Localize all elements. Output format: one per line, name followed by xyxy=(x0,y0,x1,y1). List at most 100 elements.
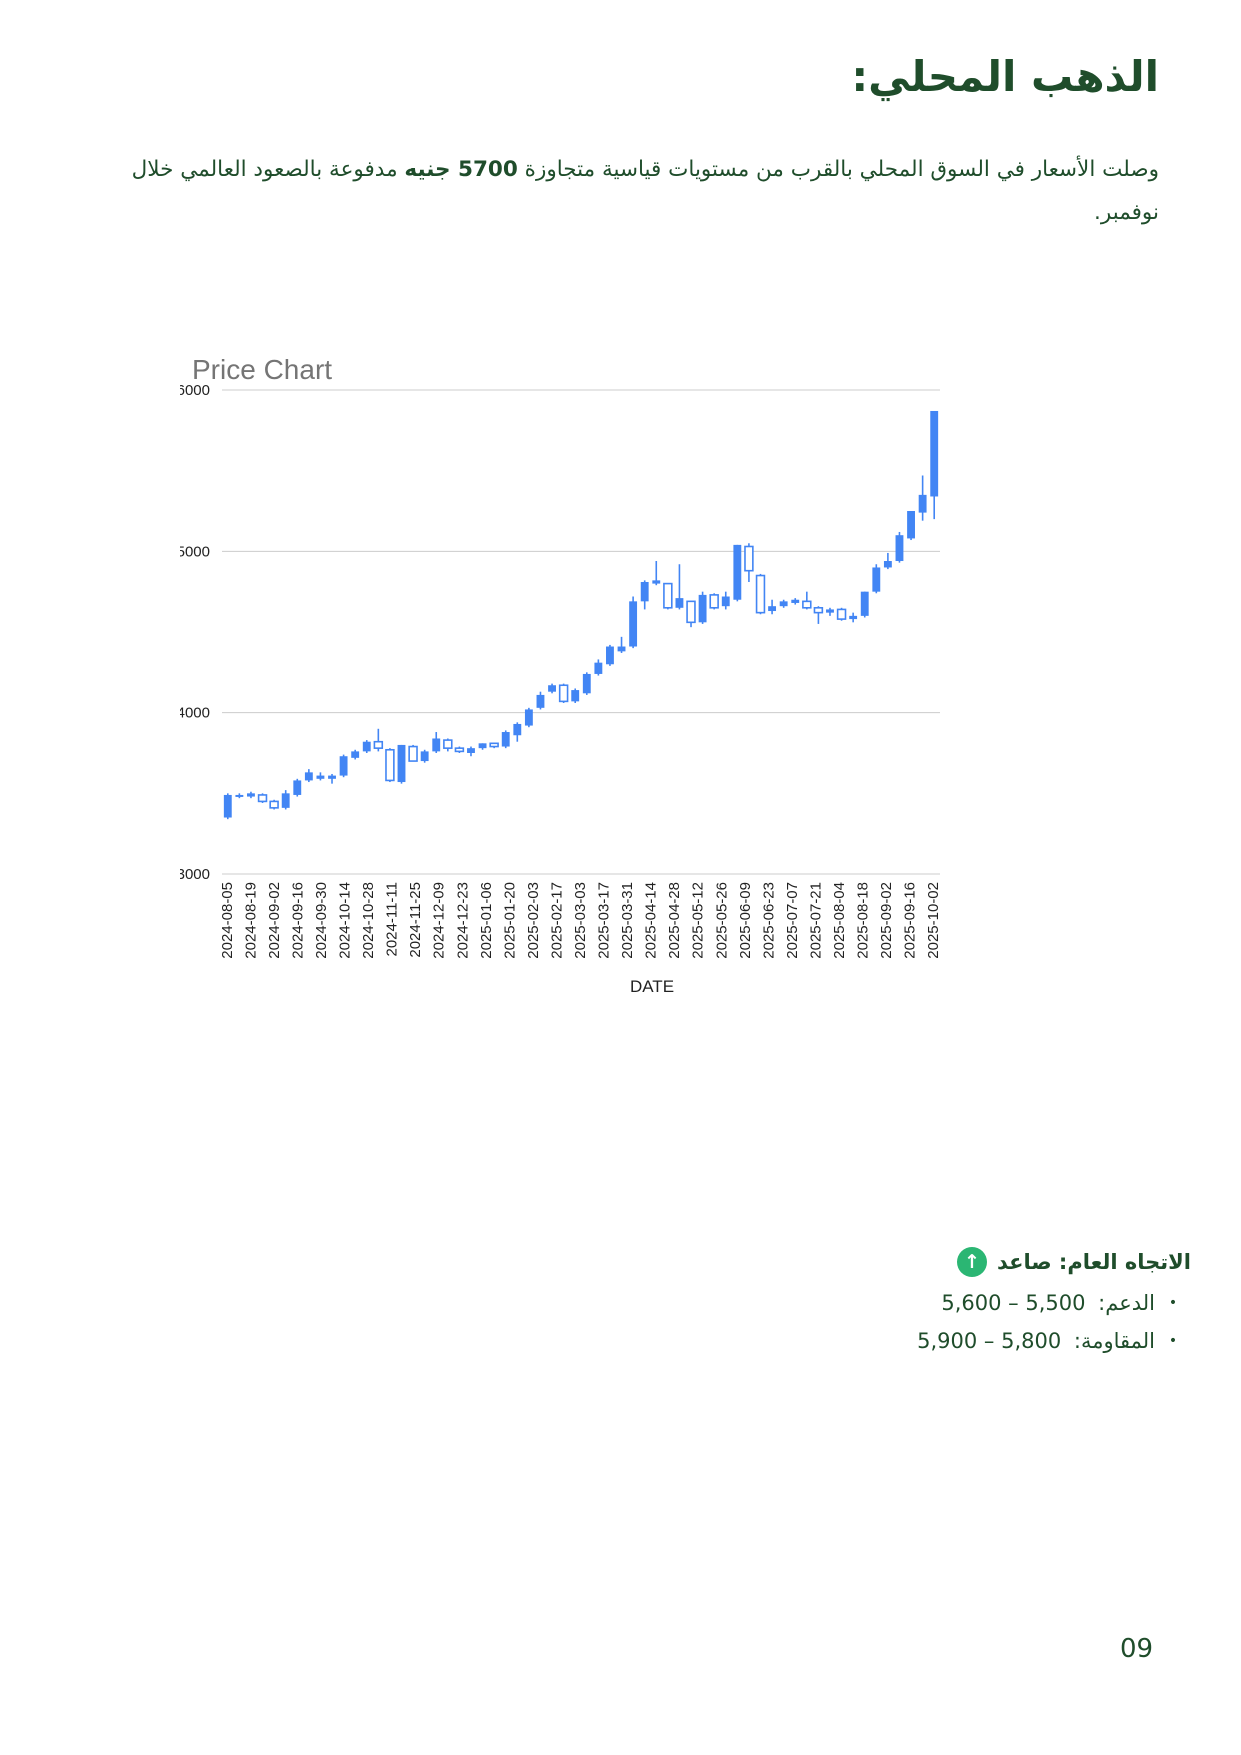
candle-body-up xyxy=(872,567,881,592)
candle-body-up xyxy=(339,756,348,776)
candle xyxy=(223,793,232,820)
candle-body-up xyxy=(640,581,649,602)
candle xyxy=(316,772,325,781)
page-number: 09 xyxy=(1120,1634,1154,1664)
y-tick-label: 6000 xyxy=(180,382,210,399)
candle xyxy=(640,580,649,610)
candle-body-down xyxy=(558,684,569,703)
intro-text-start: وصلت الأسعار في السوق المحلي بالقرب من م… xyxy=(517,157,1159,182)
candle-body-up xyxy=(281,793,290,808)
candle xyxy=(362,740,371,753)
candle-body-up xyxy=(235,794,244,797)
candle-body-up xyxy=(501,732,510,747)
candle-body-up xyxy=(247,793,255,797)
candle-body-up xyxy=(629,601,638,647)
candle xyxy=(432,732,441,753)
candle-body-up xyxy=(930,410,939,497)
candle-body-down xyxy=(686,600,696,624)
candle xyxy=(930,410,939,520)
candle xyxy=(606,644,614,666)
resistance-level: • المقاومة: 5,900 – 5,800 xyxy=(631,1322,1191,1360)
candle xyxy=(907,511,915,541)
x-tick-label: 2024-09-16 xyxy=(289,882,306,959)
candle xyxy=(328,773,336,784)
candle xyxy=(663,582,673,610)
candle-body-down xyxy=(755,574,766,614)
intro-text-end: مدفوعة بالصعود العالمي خلال نوفمبر. xyxy=(131,157,1159,225)
intro-paragraph: وصلت الأسعار في السوق المحلي بالقرب من م… xyxy=(79,148,1159,234)
candle xyxy=(709,593,719,610)
candle xyxy=(895,531,904,563)
candle-body-down xyxy=(836,608,847,620)
candle-body-up xyxy=(594,662,603,674)
support-value: 5,600 – 5,500 xyxy=(941,1291,1086,1315)
candle-body-up xyxy=(826,609,834,613)
candle xyxy=(836,607,847,621)
x-tick-label: 2025-02-03 xyxy=(525,882,542,959)
levels-list: • الدعم: 5,600 – 5,500 • المقاومة: 5,900… xyxy=(631,1284,1191,1360)
chart-grid xyxy=(222,389,940,875)
candle-body-down xyxy=(373,740,384,749)
candle-body-up xyxy=(918,494,927,513)
candle-body-up xyxy=(548,685,556,692)
x-tick-label: 2024-09-02 xyxy=(266,882,283,959)
candle-body-up xyxy=(432,738,441,752)
support-level: • الدعم: 5,600 – 5,500 xyxy=(631,1284,1191,1322)
x-tick-label: 2024-09-30 xyxy=(313,882,330,959)
candle xyxy=(536,691,545,710)
candle xyxy=(582,672,591,695)
candle-body-up xyxy=(768,606,777,612)
candle-body-up xyxy=(791,599,800,603)
candle xyxy=(629,596,638,649)
candle-body-up xyxy=(536,694,545,708)
x-tick-label: 2025-07-21 xyxy=(807,882,824,959)
candle xyxy=(744,543,754,582)
x-tick-label: 2024-10-14 xyxy=(337,882,354,959)
candle-body-up xyxy=(698,594,707,623)
candle-body-up xyxy=(606,646,614,665)
candle xyxy=(513,722,522,742)
candle xyxy=(293,778,302,797)
candle xyxy=(281,790,290,810)
candle xyxy=(235,793,244,799)
x-tick-label: 2025-02-17 xyxy=(548,882,565,959)
candle xyxy=(269,799,279,810)
candle xyxy=(467,746,475,757)
candle-body-down xyxy=(663,582,673,609)
candle-body-down xyxy=(408,745,418,762)
candle xyxy=(733,544,742,602)
candle xyxy=(755,573,766,615)
y-tick-label: 3000 xyxy=(180,866,210,883)
candle-body-up xyxy=(652,580,661,584)
x-tick-label: 2025-03-17 xyxy=(596,882,613,959)
x-axis-label: DATE xyxy=(630,977,674,996)
candle xyxy=(558,683,569,703)
bullet-icon: • xyxy=(1168,1295,1178,1311)
candle xyxy=(698,591,707,624)
candle xyxy=(408,744,418,762)
candle-body-up xyxy=(571,690,580,702)
candle-body-up xyxy=(397,744,406,783)
x-axis-ticks: 2024-08-05 2024-08-19 2024-09-02 2024-09-16… xyxy=(219,882,942,959)
resistance-label: المقاومة: xyxy=(1067,1329,1155,1353)
candle-body-up xyxy=(328,775,336,779)
candle xyxy=(524,707,533,728)
candle xyxy=(883,552,892,570)
candle-body-up xyxy=(316,775,325,779)
x-tick-label: 2025-09-02 xyxy=(878,882,895,959)
candle xyxy=(501,730,510,749)
candle-body-up xyxy=(907,511,915,539)
x-tick-label: 2025-04-28 xyxy=(666,882,683,959)
x-tick-label: 2025-05-26 xyxy=(713,882,730,959)
candle xyxy=(813,606,824,624)
candle xyxy=(351,749,360,760)
candle-body-up xyxy=(304,772,313,781)
candles xyxy=(223,410,939,820)
x-tick-label: 2024-12-23 xyxy=(454,882,471,959)
x-tick-label: 2025-08-18 xyxy=(855,882,872,959)
chart-title: Price Chart xyxy=(192,354,332,385)
candle-body-down xyxy=(454,747,465,753)
x-tick-label: 2025-06-09 xyxy=(737,882,754,959)
candle-body-down xyxy=(443,739,453,749)
x-tick-label: 2025-03-03 xyxy=(572,882,589,959)
